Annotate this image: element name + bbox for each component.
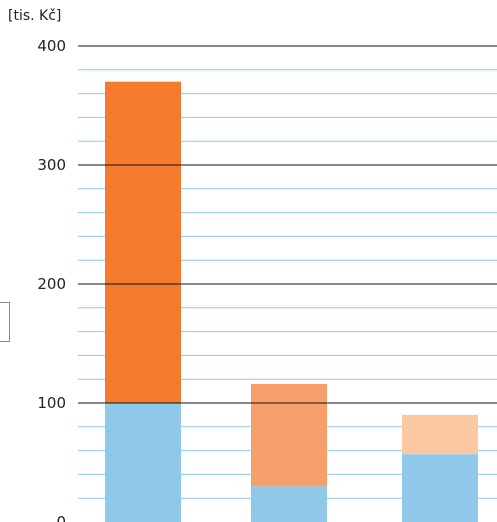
bar-segment-2-1 [105,81,181,403]
bar-segment-2-2 [251,383,327,487]
y-tick-label: 300 [37,156,66,174]
bar-segment-1-2 [251,486,327,522]
y-tick-label: 100 [37,394,66,412]
y-tick-label: 200 [37,275,66,293]
y-tick-label: 400 [37,37,66,55]
y-tick-label: 0 [56,513,66,522]
side-bracket [0,302,10,342]
y-axis-unit-label: [tis. Kč] [8,8,62,24]
bar-segment-2-3 [402,414,478,455]
bar-segment-1-3 [402,454,478,522]
bar-segment-1-1 [105,403,181,522]
